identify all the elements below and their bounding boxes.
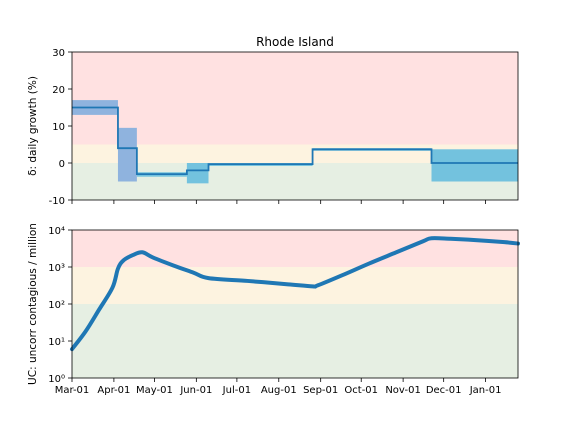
contagious-zone-2 <box>72 304 518 378</box>
contagious-y-axis-label: UC: uncorr contagious / million <box>27 223 39 385</box>
growth-y-tick-label-2: 10 <box>52 122 65 133</box>
growth-band-3 <box>186 163 209 184</box>
contagious-zone-0 <box>72 230 518 267</box>
growth-panel: -10 0 10 20 30 δ: daily growth (%) <box>27 48 519 207</box>
contagious-y-ticks: 10⁰ 10¹ 10² 10³ 10⁴ <box>48 226 72 385</box>
growth-y-tick-label-3: 20 <box>52 85 65 96</box>
contagious-zones <box>72 230 518 378</box>
growth-y-ticks: -10 0 10 20 30 <box>49 48 72 207</box>
x-tick-label-9: Dec-01 <box>426 385 462 396</box>
growth-x-ticks <box>71 200 486 204</box>
growth-y-tick-label-1: 0 <box>59 159 65 170</box>
x-tick-label-6: Sep-01 <box>303 385 338 396</box>
growth-y-axis-label: δ: daily growth (%) <box>27 76 39 176</box>
contagious-x-ticks: Mar-01 Apr-01 May-01 Jun-01 Jul-01 Aug-01 Sep-… <box>55 378 502 396</box>
x-tick-label-10: Jan-01 <box>469 385 502 396</box>
growth-step-line <box>72 106 518 175</box>
growth-zone-0 <box>72 52 518 145</box>
contagious-y-tick-label-3: 10³ <box>48 263 65 274</box>
x-tick-label-4: Jul-01 <box>222 385 251 396</box>
growth-band-1 <box>117 127 137 182</box>
x-tick-label-2: May-01 <box>136 385 173 396</box>
x-tick-label-8: Nov-01 <box>385 385 421 396</box>
growth-band-6 <box>431 149 518 182</box>
x-tick-label-0: Mar-01 <box>55 385 90 396</box>
x-tick-label-7: Oct-01 <box>344 385 378 396</box>
chart-title: Rhode Island <box>256 35 334 49</box>
x-tick-label-1: Apr-01 <box>97 385 130 396</box>
growth-zones <box>72 52 518 200</box>
contagious-y-tick-label-1: 10¹ <box>48 337 65 348</box>
x-tick-label-3: Jun-01 <box>179 385 212 396</box>
x-tick-label-5: Aug-01 <box>261 385 297 396</box>
growth-y-tick-label-4: 30 <box>52 48 65 59</box>
contagious-panel: 10⁰ 10¹ 10² 10³ 10⁴ Mar-01 Apr-01 May-01 Jun-01… <box>27 223 520 396</box>
contagious-y-tick-label-2: 10² <box>48 300 65 311</box>
contagious-y-tick-label-0: 10⁰ <box>48 374 65 385</box>
growth-y-tick-label-0: -10 <box>49 196 65 207</box>
contagious-line <box>70 236 520 352</box>
contagious-y-tick-label-4: 10⁴ <box>48 226 65 237</box>
